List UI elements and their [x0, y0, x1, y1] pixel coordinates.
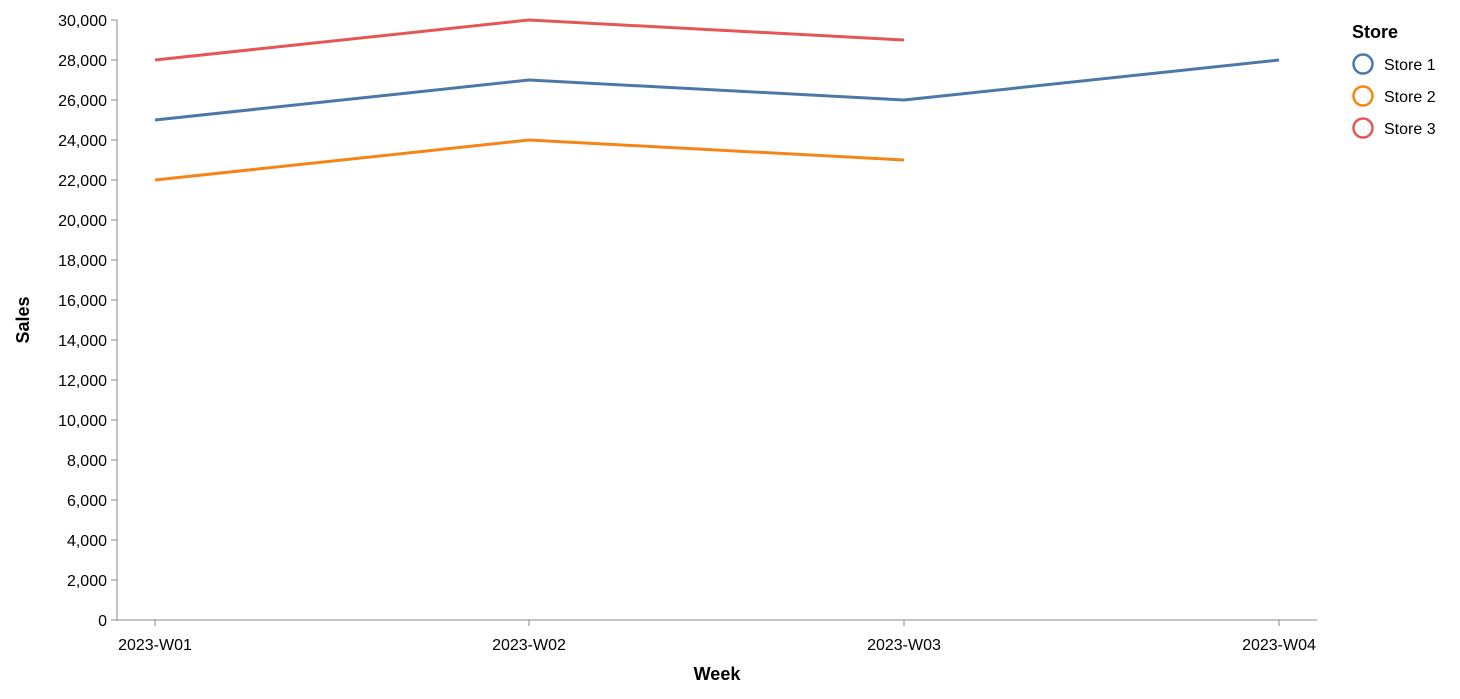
legend-item-store-1: Store 1 — [1352, 53, 1436, 75]
y-tick-label: 30,000 — [58, 13, 107, 30]
y-tick-label: 18,000 — [58, 253, 107, 270]
y-tick-label: 26,000 — [58, 93, 107, 110]
y-tick-label: 6,000 — [67, 493, 107, 510]
plot-area: 0 2,000 4,000 6,000 8,000 10,000 12,000 14,000 1… — [58, 13, 1317, 654]
y-tick-label: 4,000 — [67, 533, 107, 550]
y-tick-label: 2,000 — [67, 573, 107, 590]
series-lines — [154, 18, 1280, 182]
y-tick-label: 8,000 — [67, 453, 107, 470]
x-tick-label: 2023-W01 — [118, 637, 192, 654]
y-tick-label: 16,000 — [58, 293, 107, 310]
y-axis: 0 2,000 4,000 6,000 8,000 10,000 12,000 14,000 1… — [58, 13, 118, 630]
legend-swatch — [1352, 117, 1374, 139]
y-tick-label: 14,000 — [58, 333, 107, 350]
y-tick-label: 10,000 — [58, 413, 107, 430]
legend-item-store-3: Store 3 — [1352, 117, 1436, 139]
legend-label: Store 3 — [1384, 121, 1436, 138]
y-tick-label: 22,000 — [58, 173, 107, 190]
y-tick-label: 0 — [98, 613, 107, 630]
x-axis: 2023-W01 2023-W02 2023-W03 2023-W04 — [117, 619, 1317, 654]
legend-item-store-2: Store 2 — [1352, 85, 1436, 107]
y-tick-label: 20,000 — [58, 213, 107, 230]
legend: Store Store 1 Store 2 Store 3 — [1352, 22, 1436, 139]
legend-title: Store — [1352, 22, 1398, 42]
series-line-store-1 — [154, 58, 1280, 122]
y-axis-title: Sales — [13, 296, 33, 343]
legend-swatch — [1352, 53, 1374, 75]
series-line-store-3 — [154, 18, 905, 62]
x-tick-label: 2023-W03 — [867, 637, 941, 654]
y-tick-label: 12,000 — [58, 373, 107, 390]
legend-swatch — [1352, 85, 1374, 107]
x-tick-label: 2023-W04 — [1242, 637, 1316, 654]
legend-items: Store 1 Store 2 Store 3 — [1352, 53, 1436, 139]
x-tick-label: 2023-W02 — [492, 637, 566, 654]
legend-label: Store 2 — [1384, 89, 1436, 106]
series-line-store-2 — [154, 138, 905, 182]
legend-label: Store 1 — [1384, 57, 1436, 74]
x-axis-title: Week — [694, 664, 742, 684]
y-tick-label: 24,000 — [58, 133, 107, 150]
y-tick-label: 28,000 — [58, 53, 107, 70]
